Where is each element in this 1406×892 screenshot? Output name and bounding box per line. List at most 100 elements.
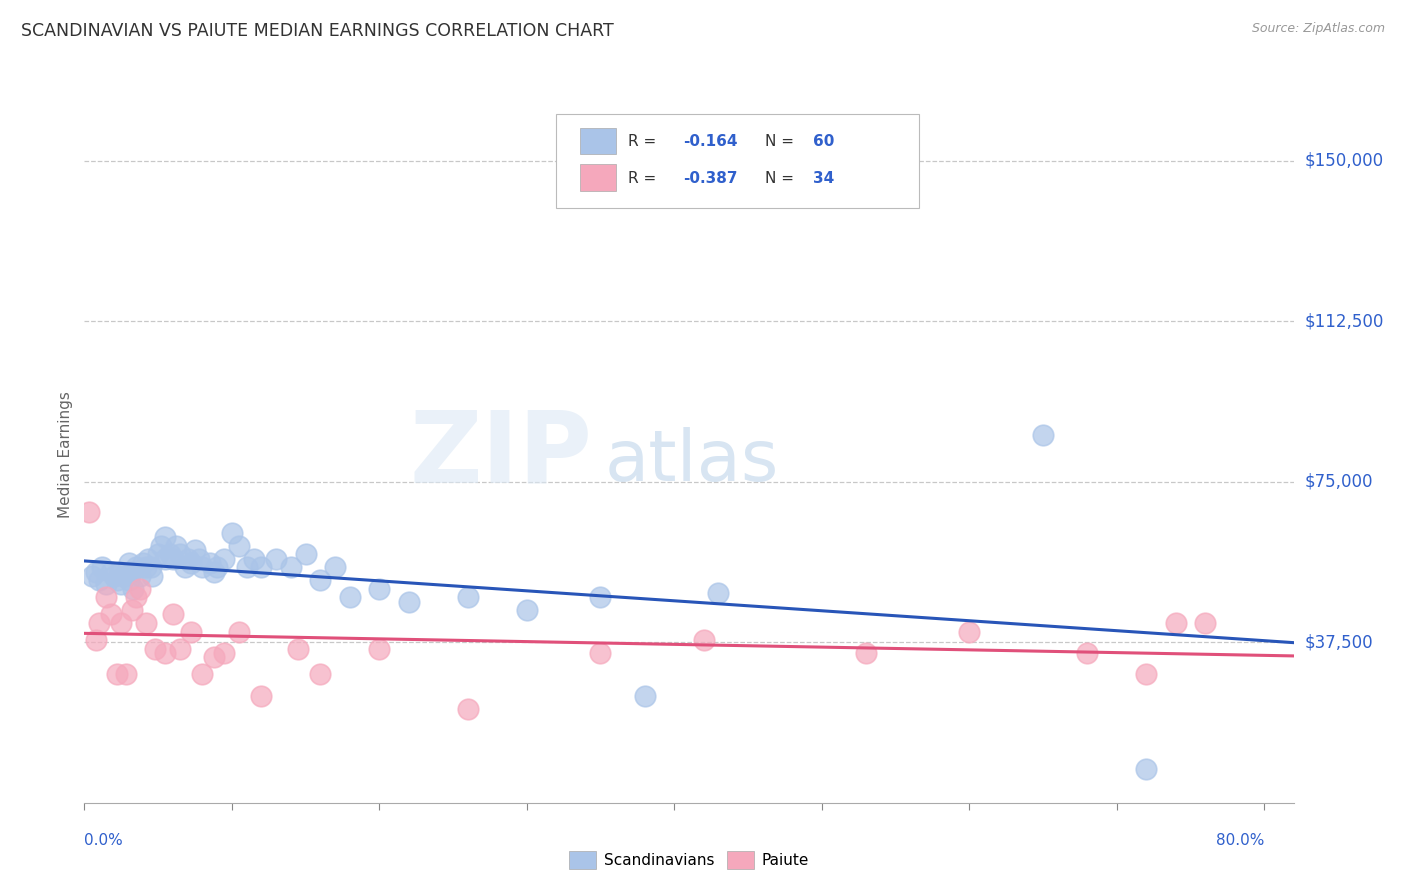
Text: $37,500: $37,500	[1305, 633, 1374, 651]
Point	[198, 556, 221, 570]
Point	[516, 603, 538, 617]
Text: Source: ZipAtlas.com: Source: ZipAtlas.com	[1251, 22, 1385, 36]
Point	[589, 591, 612, 605]
Point	[117, 556, 139, 570]
Point	[235, 560, 257, 574]
Point	[87, 573, 110, 587]
Point	[121, 603, 143, 617]
Point	[243, 551, 266, 566]
Point	[100, 607, 122, 622]
Text: -0.164: -0.164	[683, 135, 737, 149]
Point	[309, 573, 332, 587]
Point	[250, 689, 273, 703]
Point	[110, 615, 132, 630]
Point	[457, 701, 479, 715]
Point	[250, 560, 273, 574]
Point	[96, 591, 118, 605]
Point	[91, 560, 114, 574]
Point	[105, 573, 128, 587]
Point	[117, 573, 139, 587]
Point	[855, 646, 877, 660]
Point	[188, 551, 211, 566]
Text: ZIP: ZIP	[409, 407, 592, 503]
Text: 0.0%: 0.0%	[84, 833, 124, 848]
Point	[202, 650, 225, 665]
Point	[221, 526, 243, 541]
Point	[368, 641, 391, 656]
Point	[84, 633, 107, 648]
Point	[100, 565, 122, 579]
Text: -0.387: -0.387	[683, 170, 737, 186]
Text: N =: N =	[765, 170, 799, 186]
Point	[146, 548, 169, 562]
Point	[165, 539, 187, 553]
Point	[323, 560, 346, 574]
Point	[105, 667, 128, 681]
Point	[228, 539, 250, 553]
Point	[294, 548, 316, 562]
Text: $75,000: $75,000	[1305, 473, 1374, 491]
Point	[155, 530, 177, 544]
Point	[191, 560, 214, 574]
Point	[214, 551, 236, 566]
Point	[135, 560, 157, 574]
Point	[136, 551, 159, 566]
Point	[1164, 615, 1187, 630]
Point	[135, 615, 157, 630]
Point	[309, 667, 332, 681]
Point	[398, 594, 420, 608]
Point	[202, 565, 225, 579]
Point	[707, 586, 730, 600]
Point	[122, 582, 145, 596]
Point	[1194, 615, 1216, 630]
Point	[87, 615, 110, 630]
Point	[129, 569, 152, 583]
Point	[957, 624, 980, 639]
Point	[1135, 667, 1157, 681]
Point	[214, 646, 236, 660]
FancyBboxPatch shape	[581, 164, 616, 191]
Point	[129, 582, 152, 596]
Text: atlas: atlas	[605, 427, 779, 496]
Point	[180, 624, 202, 639]
Text: $150,000: $150,000	[1305, 152, 1384, 169]
Point	[692, 633, 714, 648]
Point	[169, 548, 191, 562]
Point	[184, 543, 207, 558]
Point	[1076, 646, 1098, 660]
Point	[108, 565, 131, 579]
Text: $112,500: $112,500	[1305, 312, 1384, 330]
Point	[121, 565, 143, 579]
Point	[368, 582, 391, 596]
Point	[1135, 762, 1157, 776]
Point	[176, 551, 198, 566]
Point	[264, 551, 287, 566]
Point	[155, 551, 177, 566]
Point	[1032, 427, 1054, 442]
Point	[159, 548, 181, 562]
Point	[191, 667, 214, 681]
Point	[132, 556, 155, 570]
Point	[162, 551, 184, 566]
Point	[634, 689, 657, 703]
Point	[125, 560, 148, 574]
Point	[180, 556, 202, 570]
Point	[103, 569, 125, 583]
Point	[155, 646, 177, 660]
Text: SCANDINAVIAN VS PAIUTE MEDIAN EARNINGS CORRELATION CHART: SCANDINAVIAN VS PAIUTE MEDIAN EARNINGS C…	[21, 22, 614, 40]
Text: R =: R =	[628, 170, 662, 186]
Point	[112, 569, 135, 583]
FancyBboxPatch shape	[555, 114, 918, 208]
Text: R =: R =	[628, 135, 662, 149]
Point	[205, 560, 228, 574]
Text: N =: N =	[765, 135, 799, 149]
Point	[84, 565, 107, 579]
Point	[96, 577, 118, 591]
Point	[280, 560, 302, 574]
Point	[143, 641, 166, 656]
Point	[80, 569, 103, 583]
Point	[77, 505, 100, 519]
Point	[139, 560, 162, 574]
Point	[339, 591, 361, 605]
Point	[114, 667, 136, 681]
